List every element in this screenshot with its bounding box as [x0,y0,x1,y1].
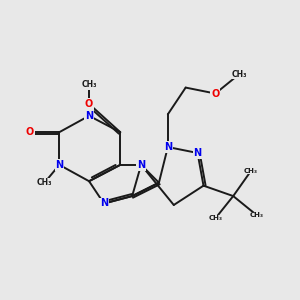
Text: N: N [137,160,145,170]
Text: CH₃: CH₃ [250,212,264,218]
Text: O: O [211,88,220,98]
Text: O: O [85,99,93,109]
Text: CH₃: CH₃ [37,178,52,187]
Text: CH₃: CH₃ [244,168,258,174]
Text: N: N [85,111,93,121]
Text: N: N [164,142,172,152]
Text: CH₃: CH₃ [208,215,222,221]
Text: N: N [100,199,108,208]
Text: CH₃: CH₃ [231,70,247,79]
Text: O: O [26,127,34,137]
Text: CH₃: CH₃ [81,80,97,89]
Text: N: N [194,148,202,158]
Text: N: N [55,160,63,170]
